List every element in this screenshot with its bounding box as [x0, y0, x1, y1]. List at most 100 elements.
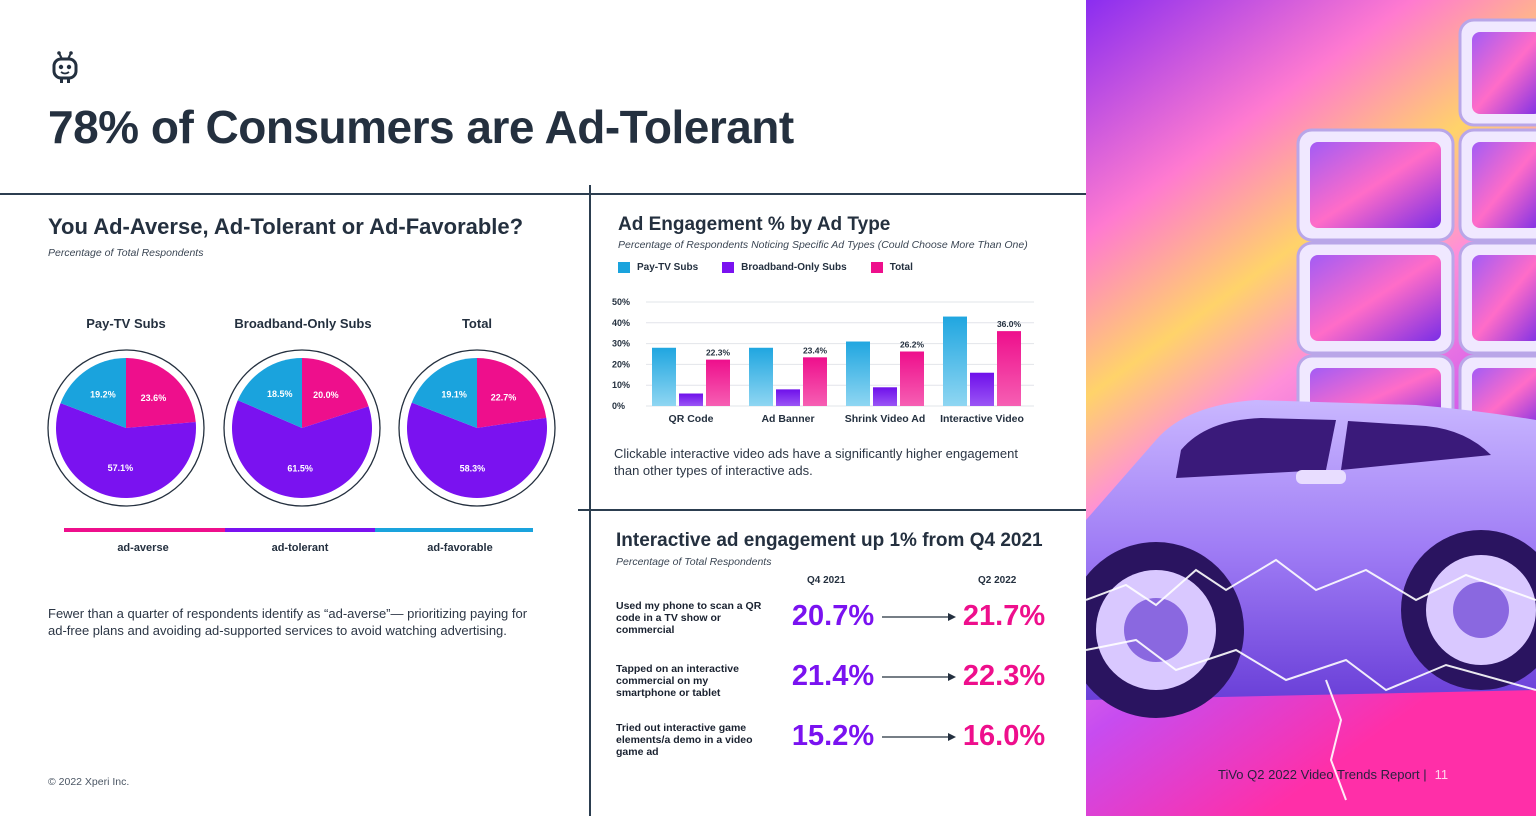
legend-swatch-total: [870, 262, 883, 273]
pies-description: Fewer than a quarter of respondents iden…: [48, 606, 528, 638]
bar-total: [803, 357, 827, 406]
q4-value-qr: 20.7%: [791, 600, 875, 632]
pie-label-ad-averse: 20.0%: [313, 390, 339, 400]
bar-section-title: Ad Engagement % by Ad Type: [618, 214, 891, 235]
pie-chart-broadband: 20.0% 61.5% 18.5%: [223, 349, 381, 507]
legend-label-ad-favorable: ad-favorable: [427, 542, 493, 554]
pies-section-subtitle: Percentage of Total Respondents: [48, 247, 204, 259]
x-category-label: QR Code: [669, 413, 714, 425]
hero-artwork: [1086, 0, 1536, 816]
pie-label-ad-tolerant: 57.1%: [108, 463, 134, 473]
bar-paytv: [749, 347, 773, 406]
q4-value-tapped: 21.4%: [791, 660, 875, 692]
legend-item-paytv: Pay-TV Subs: [618, 262, 698, 273]
pie-chart-total: 22.7% 58.3% 19.1%: [398, 349, 556, 507]
y-tick-label: 50%: [612, 297, 630, 307]
column-header-q4-2021: Q4 2021: [807, 575, 846, 586]
pie-label-ad-favorable: 18.5%: [267, 389, 293, 399]
bar-data-label: 22.3%: [706, 348, 731, 358]
tv-stack: [1296, 18, 1536, 438]
bar-data-label: 36.0%: [997, 319, 1022, 329]
lightning-effect: [1086, 558, 1536, 801]
arrow-icon: [882, 733, 956, 741]
report-footer: TiVo Q2 2022 Video Trends Report | 11: [1218, 767, 1448, 782]
row-label-tapped: Tapped on an interactive commercial on m…: [616, 663, 739, 699]
legend-bar-ad-averse: [64, 528, 225, 532]
x-category-label: Shrink Video Ad: [845, 413, 926, 425]
row-label-qr: Used my phone to scan a QR code in a TV …: [616, 600, 762, 636]
bar-data-label: 23.4%: [803, 345, 828, 355]
page-number: 11: [1434, 767, 1449, 782]
bar-broadband: [970, 372, 994, 406]
pie-title-total: Total: [461, 316, 493, 331]
bar-legend: Pay-TV Subs Broadband-Only Subs Total: [618, 262, 913, 273]
x-category-label: Ad Banner: [761, 413, 814, 425]
pie-title-broadband: Broadband-Only Subs: [234, 316, 372, 331]
bar-total: [706, 359, 730, 406]
legend-item-total: Total: [870, 262, 913, 273]
pie-label-ad-favorable: 19.2%: [90, 390, 116, 400]
legend-text-total: Total: [889, 262, 913, 273]
pie-chart-paytv: 23.6% 57.1% 19.2%: [47, 349, 205, 507]
pie-label-ad-averse: 23.6%: [141, 393, 167, 403]
header-divider-right: [590, 193, 1086, 195]
copyright: © 2022 Xperi Inc.: [48, 776, 130, 788]
pie-slice-ad-averse: [126, 358, 196, 428]
pies-section-title: You Ad-Averse, Ad-Tolerant or Ad-Favorab…: [48, 214, 524, 239]
y-tick-label: 30%: [612, 339, 630, 349]
bar-section-subtitle: Percentage of Respondents Noticing Speci…: [618, 239, 1028, 251]
page-title: 78% of Consumers are Ad-Tolerant: [48, 101, 794, 153]
pie-label-ad-tolerant: 58.3%: [460, 463, 486, 473]
bar-paytv: [846, 341, 870, 406]
pie-slice-ad-tolerant: [56, 403, 196, 498]
row-label-game: Tried out interactive game elements/a de…: [616, 722, 753, 758]
q2-value-tapped: 22.3%: [962, 660, 1046, 692]
y-tick-label: 10%: [612, 380, 630, 390]
legend-text-paytv: Pay-TV Subs: [637, 262, 699, 273]
bar-broadband: [873, 387, 897, 406]
legend-label-ad-averse: ad-averse: [117, 542, 169, 554]
interactive-section-subtitle: Percentage of Total Respondents: [616, 556, 772, 568]
x-category-label: Interactive Video: [940, 413, 1024, 425]
legend-swatch-broadband: [722, 262, 735, 273]
header-divider-left: [0, 193, 590, 195]
interactive-section-title: Interactive ad engagement up 1% from Q4 …: [616, 530, 1043, 551]
pie-slice-ad-averse: [477, 358, 547, 428]
legend-item-broadband: Broadband-Only Subs: [722, 262, 847, 273]
car-illustration: [1086, 400, 1536, 718]
pie-slice-ad-tolerant: [407, 402, 547, 499]
bar-broadband: [776, 389, 800, 406]
arrow-icon: [882, 613, 956, 621]
pie-slice-ad-favorable: [60, 358, 126, 428]
pie-title-paytv: Pay-TV Subs: [86, 316, 166, 331]
right-section-divider: [578, 509, 1086, 511]
q4-value-game: 15.2%: [791, 720, 875, 752]
pie-label-ad-averse: 22.7%: [491, 392, 517, 402]
pie-slice-ad-averse: [302, 358, 369, 428]
y-tick-label: 0%: [612, 401, 625, 411]
bar-total: [900, 351, 924, 406]
arrow-icon: [882, 673, 956, 681]
q2-value-qr: 21.7%: [962, 600, 1046, 632]
legend-swatch-paytv: [618, 262, 630, 273]
pie-label-ad-favorable: 19.1%: [441, 389, 467, 399]
column-header-q2-2022: Q2 2022: [978, 575, 1017, 586]
legend-label-ad-tolerant: ad-tolerant: [271, 542, 329, 554]
legend-bar-ad-tolerant: [225, 528, 375, 532]
legend-bar-ad-favorable: [375, 528, 533, 532]
pie-slice-ad-favorable: [237, 358, 302, 428]
bar-data-label: 26.2%: [900, 340, 925, 350]
bar-paytv: [943, 316, 967, 406]
column-divider: [589, 185, 591, 816]
y-tick-label: 20%: [612, 359, 630, 369]
tivo-logo-icon: [52, 51, 78, 83]
pie-label-ad-tolerant: 61.5%: [287, 464, 313, 474]
bar-paytv: [652, 347, 676, 406]
bar-total: [997, 331, 1021, 406]
bar-description: Clickable interactive video ads have a s…: [614, 446, 1018, 478]
bar-chart-ad-engagement: 0% 10% 20% 30% 40% 50% 22.3% QR Code 23.4% Ad Ban…: [612, 297, 1034, 425]
bar-broadband: [679, 393, 703, 406]
pie-slice-ad-favorable: [411, 358, 477, 428]
pie-slice-ad-tolerant: [232, 400, 372, 498]
y-tick-label: 40%: [612, 318, 630, 328]
